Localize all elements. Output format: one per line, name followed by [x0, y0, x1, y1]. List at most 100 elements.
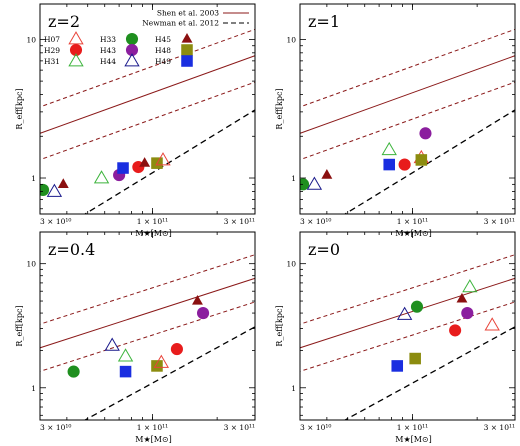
data-point-h44 [306, 176, 323, 190]
panel-label: z=2 [48, 12, 80, 31]
legend-halo-label: H43 [100, 46, 116, 55]
data-point-h44 [46, 183, 63, 197]
data-point-h49 [391, 360, 404, 372]
legend-entry-label: Shen et al. 2003 [157, 9, 219, 18]
x-tick-label: 1 × 10¹¹ [397, 423, 428, 432]
x-tick-label: 3 × 10¹¹ [484, 423, 515, 432]
data-point-h29 [170, 343, 183, 356]
data-point-h33 [410, 300, 424, 313]
data-point-h44 [396, 306, 413, 320]
data-point-h44 [104, 337, 120, 351]
data-point-h31 [381, 141, 397, 156]
panel-z-2: 3 × 10¹⁰ 1 × 10¹¹ 3 × 10¹¹ 1 10 M★[M⊙] R_eff[k… [15, 3, 256, 238]
data-point-h31 [117, 348, 134, 362]
shen-2003-relation-line [300, 55, 515, 134]
data-point-h33 [67, 365, 80, 378]
y-axis-label: R_eff[kpc] [275, 305, 284, 346]
legend-marker-h49 [181, 55, 193, 67]
legend-halo-label: H33 [100, 35, 116, 44]
y-axis-label: R_eff[kpc] [275, 88, 284, 129]
plot-area [40, 254, 255, 420]
newman-2012-relation-line [83, 109, 255, 214]
plot-area [40, 28, 255, 214]
shen-2003-upper-scatter-line [40, 254, 255, 325]
newman-2012-relation-line [83, 326, 255, 420]
legend-marker-h43 [125, 43, 139, 57]
plot-area [300, 28, 515, 214]
data-point-h33 [40, 183, 50, 197]
shen-2003-lower-scatter-line [300, 301, 515, 372]
data-point-h45 [321, 169, 333, 179]
x-tick-label: 3 × 10¹¹ [224, 217, 255, 226]
legend-marker-h48 [181, 44, 193, 56]
data-point-h29 [449, 324, 462, 337]
x-tick-label: 3 × 10¹¹ [484, 217, 515, 226]
y-tick-label: 10 [286, 260, 296, 269]
legend-marker-h33 [125, 32, 139, 46]
legend-marker-h31 [68, 53, 84, 67]
x-tick-label: 1 × 10¹¹ [137, 217, 168, 226]
y-tick-label: 10 [286, 35, 296, 44]
data-point-h43 [419, 127, 432, 140]
x-axis-label: M★[M⊙] [395, 435, 432, 444]
data-point-h45 [139, 157, 151, 167]
legend-entry-label: Newman et al. 2012 [142, 19, 219, 28]
data-point-h43 [461, 307, 474, 320]
y-tick-label: 10 [26, 260, 36, 269]
x-axis-label: M★[M⊙] [135, 229, 172, 238]
x-tick-label: 3 × 10¹¹ [224, 423, 255, 432]
data-point-h31 [462, 279, 478, 293]
y-tick-label: 1 [31, 174, 36, 183]
shen-2003-relation-line [40, 277, 255, 349]
panel-z-0p4: 3 × 10¹⁰ 1 × 10¹¹ 3 × 10¹¹ 1 10 M★[M⊙] R_eff[k… [15, 231, 256, 444]
shen-2003-lower-scatter-line [40, 301, 255, 372]
y-tick-label: 10 [26, 35, 36, 44]
plot-frame [39, 231, 256, 421]
legend-halo-label: H29 [44, 46, 60, 55]
x-tick-label: 3 × 10¹⁰ [40, 423, 71, 432]
data-point-h49 [117, 162, 129, 174]
newman-2012-relation-line [343, 326, 515, 420]
y-tick-label: 1 [31, 384, 36, 393]
shen-2003-upper-scatter-line [40, 28, 255, 108]
data-point-h07 [153, 354, 170, 368]
shen-2003-relation-line [300, 277, 515, 349]
legend-marker-h44 [124, 53, 140, 67]
panel-z-0: 3 × 10¹⁰ 1 × 10¹¹ 3 × 10¹¹ 1 10 M★[M⊙] R_eff[k… [275, 231, 516, 444]
data-point-h07 [484, 317, 500, 331]
y-tick-label: 1 [291, 174, 296, 183]
legend-marker-h07 [68, 31, 84, 45]
legend-marker-h29 [69, 43, 83, 57]
plot-frame [299, 3, 516, 215]
plot-frame [299, 231, 516, 421]
data-point-h29 [398, 158, 411, 171]
legend-halo-label: H49 [155, 57, 171, 66]
x-tick-label: 3 × 10¹⁰ [40, 217, 71, 226]
data-point-h07 [155, 152, 171, 166]
shen-2003-upper-scatter-line [300, 28, 515, 108]
data-point-h43 [197, 307, 210, 320]
data-point-h48 [151, 360, 163, 372]
x-tick-label: 1 × 10¹¹ [137, 423, 168, 432]
x-tick-label: 3 × 10¹⁰ [300, 423, 331, 432]
x-tick-label: 1 × 10¹¹ [397, 217, 428, 226]
data-point-h31 [93, 170, 110, 184]
y-tick-label: 1 [291, 384, 296, 393]
data-point-h45 [57, 178, 69, 188]
plot-frame [39, 3, 256, 215]
data-point-h45 [456, 292, 468, 303]
legend-halo-label: H07 [44, 35, 60, 44]
legend-halo-label: H44 [100, 57, 116, 66]
data-point-h49 [383, 158, 395, 171]
x-tick-label: 3 × 10¹⁰ [300, 217, 331, 226]
data-point-h33 [300, 178, 310, 191]
panel-label: z=1 [308, 12, 340, 31]
data-point-h49 [119, 365, 132, 378]
legend-marker-h45 [181, 32, 193, 43]
shen-2003-lower-scatter-line [300, 81, 515, 161]
plot-area [300, 254, 515, 420]
x-axis-label: M★[M⊙] [135, 435, 172, 444]
y-axis-label: R_eff[kpc] [15, 88, 24, 129]
data-point-h48 [409, 352, 421, 365]
